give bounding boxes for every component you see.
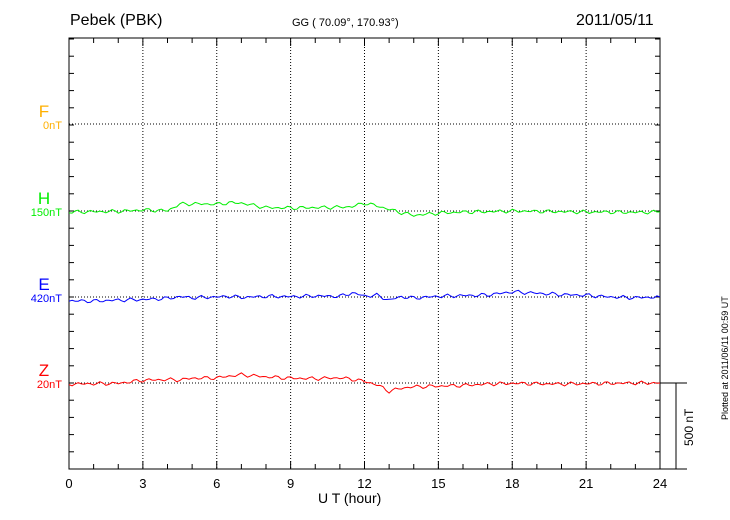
series-line-h <box>68 200 661 217</box>
x-tick-label: 9 <box>287 476 294 491</box>
x-tick-label: 0 <box>65 476 72 491</box>
series-baseline-h: 150nT <box>31 207 62 219</box>
series-name-h: H <box>38 189 50 208</box>
x-tick-label: 18 <box>505 476 519 491</box>
x-tick-label: 21 <box>579 476 593 491</box>
series-baseline-f: 0nT <box>43 120 62 132</box>
x-tick-label: 24 <box>653 476 667 491</box>
x-axis-label: U T (hour) <box>318 490 382 506</box>
chart-subtitle: GG ( 70.09°, 170.93°) <box>292 17 399 29</box>
x-tick-label: 6 <box>213 476 220 491</box>
series-line-z <box>68 372 661 394</box>
series-name-z: Z <box>39 361 49 380</box>
chart-title: Pebek (PBK) <box>70 12 163 29</box>
x-tick-label: 15 <box>431 476 445 491</box>
series-name-f: F <box>39 102 49 121</box>
x-tick-label: 12 <box>357 476 371 491</box>
chart-date: 2011/05/11 <box>576 12 654 29</box>
series-name-e: E <box>38 275 49 294</box>
x-tick-label: 3 <box>139 476 146 491</box>
series-line-e <box>68 289 661 304</box>
series-baseline-z: 20nT <box>37 379 62 391</box>
series-baseline-e: 420nT <box>31 293 62 305</box>
